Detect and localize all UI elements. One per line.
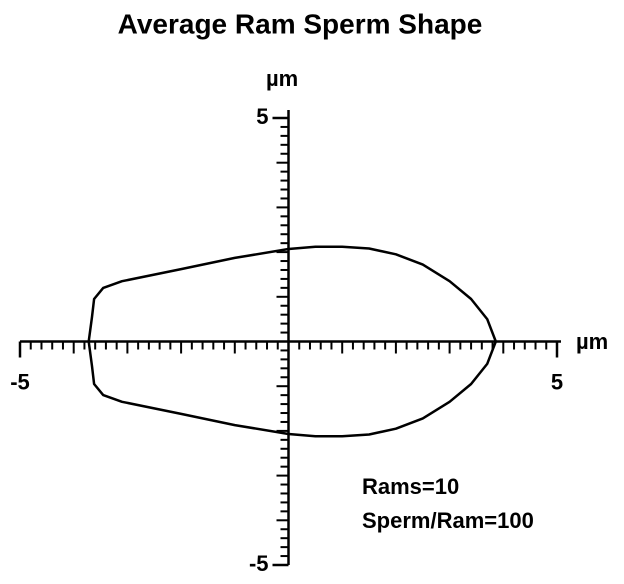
y-axis-label: µm	[266, 66, 298, 91]
x-axis-label: µm	[576, 329, 608, 354]
y-tick-label: -5	[249, 551, 269, 576]
annotation: Rams=10	[362, 474, 459, 499]
shape-outline	[87, 245, 498, 438]
y-tick-label: 5	[256, 104, 268, 129]
annotation: Sperm/Ram=100	[362, 508, 534, 533]
x-tick-label: -5	[10, 369, 30, 394]
chart-title: Average Ram Sperm Shape	[118, 8, 483, 39]
x-tick-label: 5	[551, 369, 563, 394]
